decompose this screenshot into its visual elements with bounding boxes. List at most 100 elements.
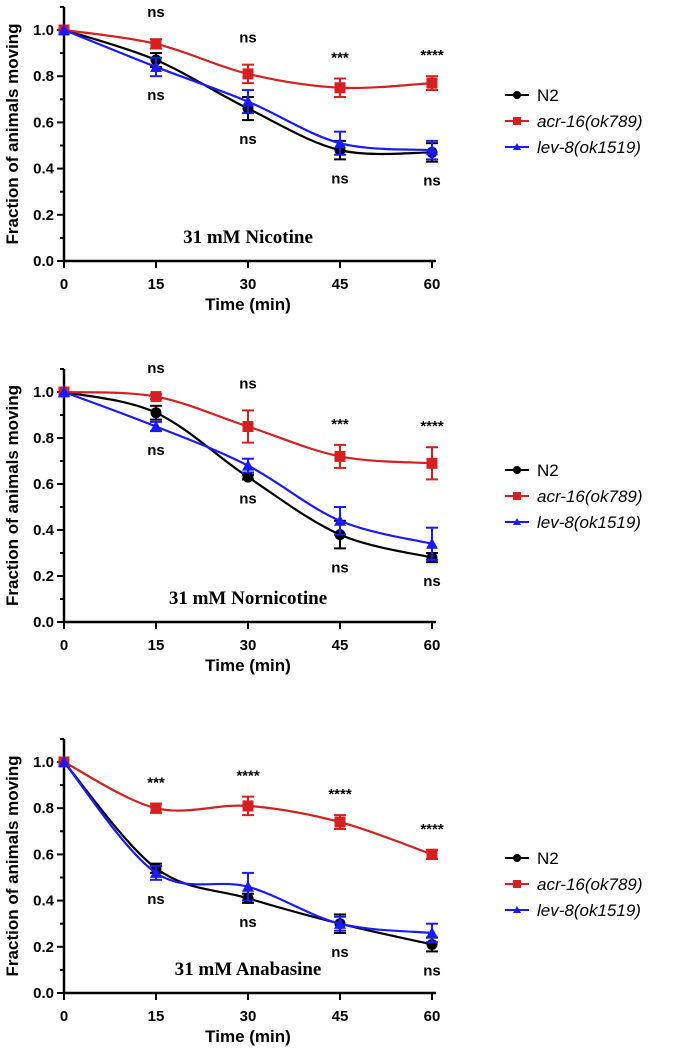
significance-label: ***	[147, 775, 165, 792]
y-tick-label: 1.0	[33, 22, 54, 39]
y-tick-label: 0.2	[33, 207, 54, 224]
y-tick-label: 0.0	[33, 614, 54, 631]
legend-label: N2	[537, 849, 559, 868]
y-tick-label: 0.8	[33, 430, 54, 447]
data-point	[334, 816, 346, 828]
data-point	[58, 756, 70, 767]
y-tick-label: 0.2	[33, 568, 54, 585]
y-tick-label: 0.6	[33, 114, 54, 131]
data-point	[426, 144, 438, 156]
panel-title: 31 mM Nicotine	[183, 227, 313, 248]
legend: N2 acr-16(ok789) lev-8(ok1519)	[505, 461, 643, 532]
data-point	[150, 802, 162, 814]
panel-title: 31 mM Nornicotine	[169, 588, 327, 609]
legend-label: lev-8(ok1519)	[537, 138, 641, 157]
data-point	[242, 880, 254, 892]
x-tick-label: 30	[240, 637, 257, 654]
data-point	[426, 848, 438, 860]
y-tick-label: 0.6	[33, 846, 54, 863]
data-point	[334, 82, 346, 94]
data-point	[242, 459, 254, 471]
legend-marker	[513, 492, 521, 500]
significance-label: ***	[331, 50, 349, 67]
data-point	[334, 450, 346, 462]
chart-panel-2: 0.0 0.2 0.4 0.6 0.8 1.0 0 15 30 45 60 Time (min) Fra…	[3, 360, 643, 675]
data-point	[150, 60, 162, 72]
significance-label: ns	[239, 131, 257, 148]
y-tick-label: 0.4	[33, 522, 55, 539]
x-tick-label: 60	[424, 637, 441, 654]
y-tick-label: 1.0	[33, 384, 54, 401]
significance-label: ****	[420, 47, 444, 64]
significance-label: ns	[331, 559, 349, 576]
significance-label: ns	[239, 30, 257, 47]
legend-label: lev-8(ok1519)	[537, 513, 641, 532]
y-axis-label: Fraction of animals moving	[3, 23, 22, 244]
series-lev-8(ok1519)	[58, 756, 438, 944]
x-tick-label: 15	[148, 637, 165, 654]
y-axis-label: Fraction of animals moving	[3, 385, 22, 606]
significance-label: ****	[420, 821, 444, 838]
legend-label: acr-16(ok789)	[537, 487, 643, 506]
data-point	[242, 800, 254, 812]
data-point	[242, 68, 254, 80]
legend-marker	[513, 906, 521, 913]
y-tick-label: 0.0	[33, 985, 54, 1002]
chart-panel-3: 0.0 0.2 0.4 0.6 0.8 1.0 0 15 30 45 60 Time (min) Fra…	[3, 737, 643, 1046]
data-point	[150, 38, 162, 50]
x-axis-label: Time (min)	[205, 295, 291, 314]
legend-marker	[513, 143, 521, 150]
data-point	[334, 514, 346, 526]
panel-title: 31 mM Anabasine	[175, 959, 322, 980]
significance-label: ****	[328, 786, 352, 803]
x-tick-label: 60	[424, 276, 441, 293]
significance-label: ns	[423, 173, 441, 190]
data-point	[58, 24, 70, 35]
x-tick-label: 45	[332, 1008, 349, 1025]
data-point	[334, 917, 346, 929]
significance-label: ns	[331, 944, 349, 961]
significance-label: ns	[239, 914, 257, 931]
series-line	[63, 761, 433, 935]
significance-label: ns	[147, 87, 165, 104]
data-point	[242, 471, 254, 483]
significance-label: ns	[331, 170, 349, 187]
data-point	[150, 391, 162, 403]
legend-marker	[513, 117, 521, 125]
y-tick-label: 0.8	[33, 800, 54, 817]
significance-label: ****	[236, 768, 260, 785]
legend-label: N2	[537, 461, 559, 480]
legend-marker	[513, 854, 521, 862]
series-lev-8(ok1519)	[58, 386, 438, 561]
data-point	[58, 386, 70, 397]
data-point	[242, 421, 254, 432]
y-tick-label: 0.8	[33, 68, 54, 85]
legend: N2 acr-16(ok789) lev-8(ok1519)	[505, 86, 643, 157]
series-acr-16(ok789)	[58, 24, 438, 98]
data-point	[426, 457, 438, 469]
x-tick-label: 0	[60, 637, 68, 654]
legend-marker	[513, 91, 521, 99]
significance-label: ns	[239, 490, 257, 507]
data-point	[150, 866, 162, 878]
significance-label: ns	[147, 442, 165, 459]
data-point	[150, 420, 162, 432]
data-point	[150, 407, 162, 419]
x-tick-label: 30	[240, 1008, 257, 1025]
legend: N2 acr-16(ok789) lev-8(ok1519)	[505, 849, 643, 920]
significance-label: ns	[423, 573, 441, 590]
legend-label: acr-16(ok789)	[537, 112, 643, 131]
legend-marker	[513, 518, 521, 525]
x-tick-label: 45	[332, 276, 349, 293]
significance-label: ns	[239, 375, 257, 392]
x-tick-label: 15	[148, 1008, 165, 1025]
legend-label: acr-16(ok789)	[537, 875, 643, 894]
y-tick-label: 1.0	[33, 754, 54, 771]
legend-label: N2	[537, 86, 559, 105]
y-tick-label: 0.4	[33, 161, 55, 178]
legend-marker	[513, 880, 521, 888]
significance-label: ns	[147, 4, 165, 21]
x-axis-label: Time (min)	[205, 1027, 291, 1046]
x-tick-label: 0	[60, 1008, 68, 1025]
